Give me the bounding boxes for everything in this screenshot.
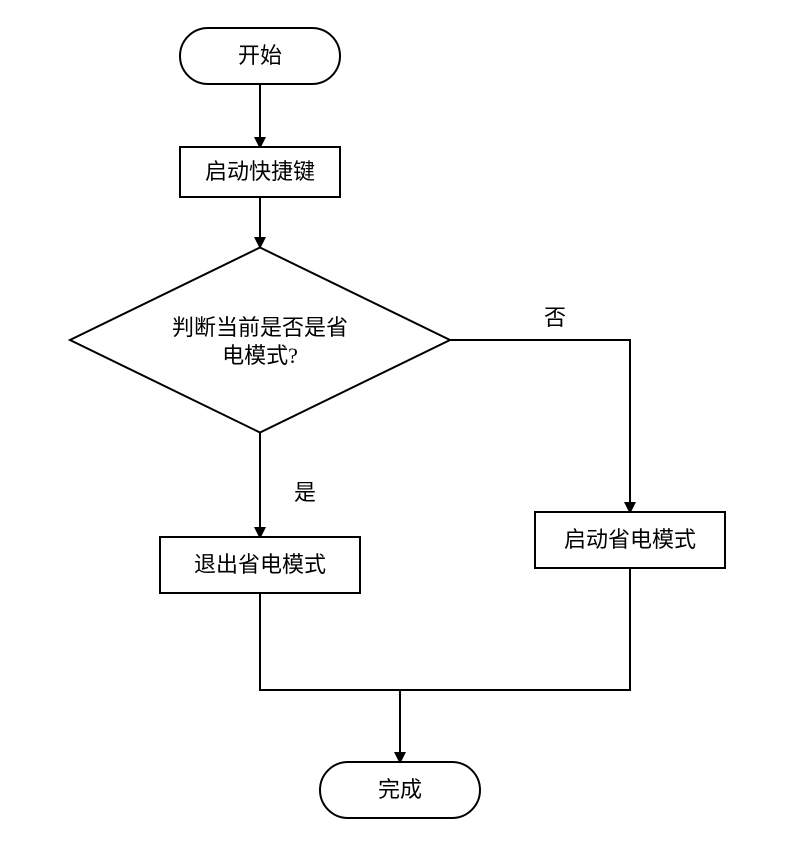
shortcut-label: 启动快捷键 — [205, 159, 315, 184]
decision-label-line2: 电模式? — [222, 343, 298, 368]
decision-label-line1: 判断当前是否是省 — [172, 315, 348, 340]
enter_mode-label: 启动省电模式 — [564, 527, 696, 552]
edge-enter_merge — [400, 568, 630, 690]
exit_mode-label: 退出省电模式 — [194, 552, 326, 577]
edge-label-是: 是 — [294, 480, 316, 505]
edge-exit_merge — [260, 593, 400, 690]
done-label: 完成 — [378, 777, 422, 802]
edge-label-否: 否 — [544, 305, 566, 330]
start-label: 开始 — [238, 43, 282, 68]
edge-decision_no — [450, 340, 630, 512]
